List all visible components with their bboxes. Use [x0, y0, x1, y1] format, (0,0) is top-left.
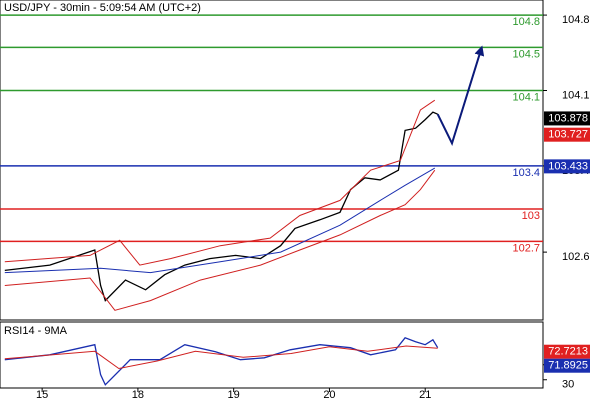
indicator-line	[4, 99, 436, 266]
rsi-panel-frame	[0, 321, 544, 389]
price-line	[4, 337, 439, 386]
level-label: 104.1	[512, 91, 540, 103]
y-tick-label: 104.1	[562, 89, 590, 101]
x-tick-label: 19	[228, 389, 240, 400]
price-tag	[544, 344, 590, 359]
price-tag	[544, 159, 590, 174]
indicator-line	[4, 345, 438, 370]
price-tag-label: 103.878	[548, 112, 588, 124]
price-tag-label: 103.433	[548, 160, 588, 172]
level-label: 102.7	[512, 242, 540, 254]
price-line	[4, 111, 438, 302]
y-tick-label: 102.6	[562, 251, 590, 263]
price-panel-frame	[0, 0, 544, 321]
indicator-line	[4, 169, 436, 311]
x-tick-label: 18	[132, 389, 144, 400]
x-tick-label: 20	[323, 389, 335, 400]
y-tick-label: 104.8	[562, 14, 590, 26]
level-label: 103.4	[512, 167, 540, 179]
y-tick-label: 30	[562, 379, 574, 391]
price-tag	[544, 358, 590, 373]
price-tag-label: 71.8925	[548, 360, 588, 372]
price-tag-label: 103.727	[548, 129, 588, 141]
rsi-title: RSI14 - 9MA	[4, 325, 68, 337]
x-tick-label: 21	[419, 389, 431, 400]
x-tick-label: 15	[36, 389, 48, 400]
chart-title: USD/JPY - 30min - 5:09:54 AM (UTC+2)	[4, 2, 201, 14]
indicator-line	[4, 167, 436, 274]
forecast-arrow	[436, 45, 485, 146]
price-tag	[544, 127, 590, 142]
price-tag	[544, 111, 590, 126]
level-label: 104.8	[512, 16, 540, 28]
level-label: 103	[522, 210, 540, 222]
price-tag-label: 72.7213	[548, 346, 588, 358]
level-label: 104.5	[512, 48, 540, 60]
